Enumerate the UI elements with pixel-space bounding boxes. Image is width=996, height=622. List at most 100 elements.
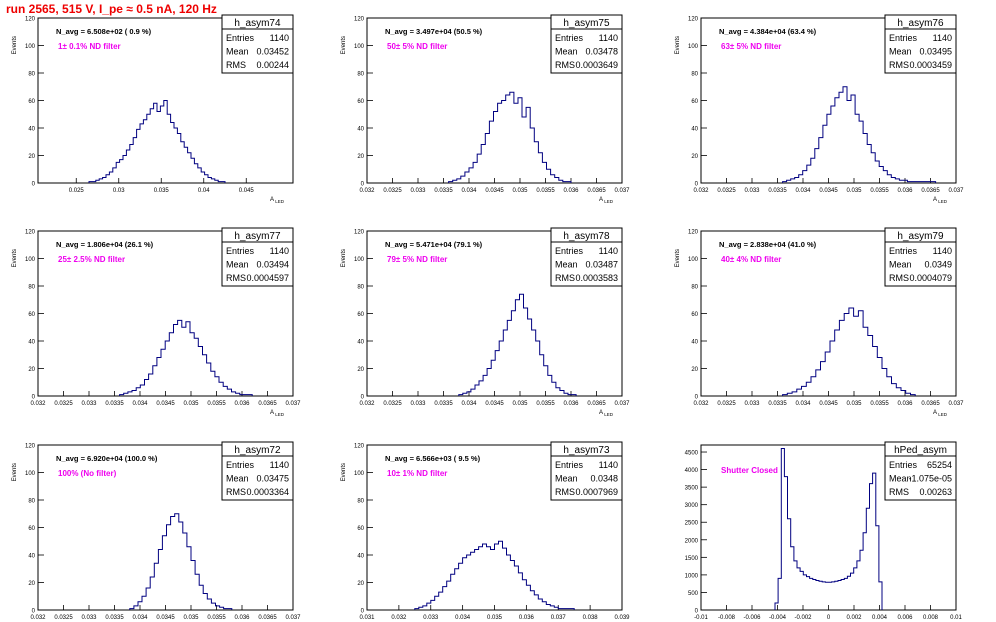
y-tick-label: 100 (354, 471, 365, 477)
stats-value: 0.0004597 (246, 273, 289, 283)
x-axis-title: A LED (933, 410, 948, 417)
y-tick-label: 3000 (685, 503, 699, 509)
stats-value: 1140 (933, 33, 952, 43)
stats-label: Entries (555, 460, 584, 470)
navg-label: N_avg = 2.838e+04 (41.0 %) (719, 240, 817, 249)
x-tick-label: 0.0335 (105, 401, 124, 407)
run-title: run 2565, 515 V, I_pe ≈ 0.5 nA, 120 Hz (6, 2, 217, 16)
y-tick-label: 0 (361, 395, 365, 401)
histogram-panel-h_asym78: 0 20 40 60 80 100 120 0.032 0.0325 0.033 0.0335 0.0… (341, 227, 630, 417)
x-tick-label: 0.0335 (768, 401, 787, 407)
y-tick-label: 60 (357, 312, 364, 318)
stats-label: Mean (226, 474, 249, 484)
stats-value: 0.0007969 (575, 487, 618, 497)
y-tick-label: 60 (357, 99, 364, 105)
x-tick-label: 0.0345 (156, 401, 175, 407)
x-tick-label: 0.032 (693, 401, 709, 407)
y-tick-label: 3500 (685, 486, 699, 492)
x-tick-label: 0.033 (744, 401, 760, 407)
x-tick-label: 0.037 (285, 615, 301, 621)
x-tick-label: 0.033 (410, 401, 426, 407)
y-tick-label: 0 (695, 182, 699, 188)
stats-box (550, 28, 623, 74)
x-tick-label: 0.0355 (536, 401, 555, 407)
stats-value: 0.03478 (585, 47, 618, 57)
stats-label: Entries (226, 33, 255, 43)
y-tick-label: 0 (361, 609, 365, 615)
x-tick-label: 0.034 (795, 401, 811, 407)
y-tick-label: 100 (354, 257, 365, 263)
x-tick-label: 0.034 (461, 401, 477, 407)
x-axis-title: A LED (599, 410, 614, 417)
x-tick-label: 0.035 (183, 401, 199, 407)
x-tick-label: 0.0345 (819, 401, 838, 407)
x-axis-title: A LED (933, 197, 948, 204)
x-tick-label: 0.036 (519, 615, 535, 621)
y-axis-title: Events (341, 249, 347, 267)
x-tick-label: 0.033 (81, 401, 97, 407)
x-tick-label: 0.0325 (54, 615, 73, 621)
stats-value: 1140 (599, 33, 618, 43)
y-tick-label: 40 (357, 554, 364, 560)
x-tick-label: 0.0325 (717, 401, 736, 407)
x-tick-label: 0.0355 (536, 188, 555, 194)
x-tick-label: 0.032 (359, 188, 375, 194)
stats-box (221, 28, 294, 74)
x-tick-label: 0.033 (81, 615, 97, 621)
stats-value: 0.03495 (919, 47, 952, 57)
x-tick-label: 0.034 (461, 188, 477, 194)
y-tick-label: 80 (357, 285, 364, 291)
x-tick-label: 0.035 (183, 615, 199, 621)
y-tick-label: 80 (357, 72, 364, 78)
x-tick-label: 0.0325 (383, 188, 402, 194)
navg-label: N_avg = 6.920e+04 (100.0 %) (56, 454, 158, 463)
filter-label: 50± 5% ND filter (387, 42, 447, 51)
x-tick-label: 0.032 (693, 188, 709, 194)
x-tick-label: 0.035 (512, 401, 528, 407)
stats-label: Entries (889, 246, 918, 256)
histogram-panel-h_asym75: 0 20 40 60 80 100 120 0.032 0.0325 0.033 0.0335 0.0… (341, 14, 630, 204)
y-tick-label: 40 (28, 127, 35, 133)
navg-label: N_avg = 4.384e+04 (63.4 %) (719, 27, 817, 36)
histogram-name: h_asym79 (897, 231, 944, 242)
stats-box (884, 241, 957, 287)
y-axis-title: Events (12, 463, 18, 481)
x-tick-label: 0.035 (846, 188, 862, 194)
x-tick-label: 0.031 (359, 615, 375, 621)
stats-value: 0.0003649 (575, 60, 618, 70)
filter-label: 100% (No filter) (58, 469, 117, 478)
stats-label: Mean (555, 260, 578, 270)
y-tick-label: 20 (357, 367, 364, 373)
x-tick-label: 0.0345 (485, 401, 504, 407)
y-tick-label: 120 (688, 230, 699, 236)
y-tick-label: 0 (361, 182, 365, 188)
histogram-panel-h_asym72: 0 20 40 60 80 100 120 0.032 0.0325 0.033 0.0335 0.0… (12, 441, 301, 621)
y-tick-label: 0 (695, 609, 699, 615)
stats-label: RMS (889, 487, 909, 497)
stats-label: Entries (555, 246, 584, 256)
y-tick-label: 120 (25, 230, 36, 236)
x-tick-label: -0.008 (718, 615, 736, 621)
x-tick-label: 0.036 (234, 401, 250, 407)
x-tick-label: 0.032 (30, 615, 46, 621)
stats-value: 1140 (933, 246, 952, 256)
x-tick-label: 0.03 (113, 188, 125, 194)
filter-label: 79± 5% ND filter (387, 255, 447, 264)
x-tick-label: 0.033 (744, 188, 760, 194)
stats-box (221, 241, 294, 287)
x-tick-label: 0.035 (487, 615, 503, 621)
y-tick-label: 120 (354, 444, 365, 450)
y-tick-label: 100 (354, 44, 365, 50)
x-tick-label: 0.006 (897, 615, 913, 621)
y-tick-label: 120 (354, 17, 365, 23)
stats-box (550, 455, 623, 501)
x-tick-label: 0.036 (897, 188, 913, 194)
y-axis-title: Events (12, 36, 18, 54)
y-tick-label: 0 (32, 609, 36, 615)
histogram-panel-h_asym77: 0 20 40 60 80 100 120 0.032 0.0325 0.033 0.0335 0.0… (12, 227, 301, 417)
y-tick-label: 4000 (685, 468, 699, 474)
stats-label: RMS (889, 60, 909, 70)
x-tick-label: 0.034 (455, 615, 471, 621)
histogram-panel-h_asym74: 0 20 40 60 80 100 120 0.025 0.03 0.035 0.04 0.045 Ev… (12, 14, 294, 204)
stats-label: RMS (555, 487, 575, 497)
